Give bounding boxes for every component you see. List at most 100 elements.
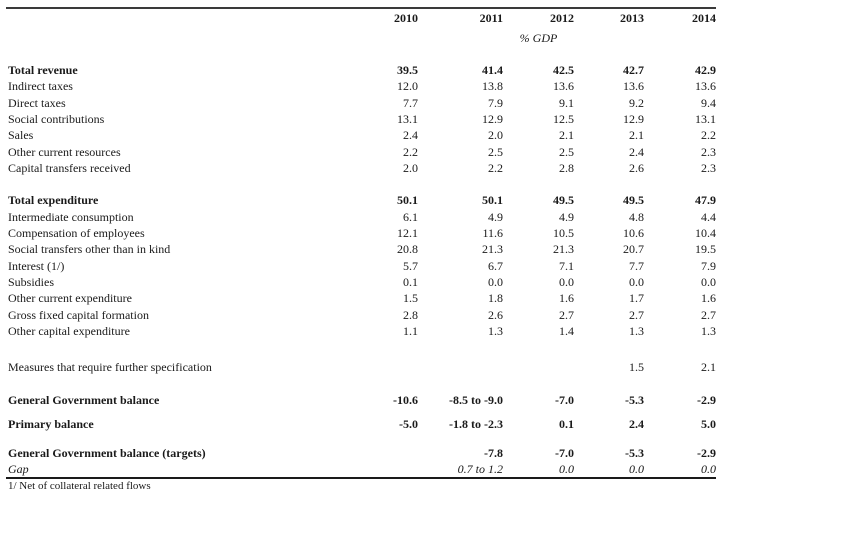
cell-2010: 6.1 [403,209,418,224]
table-row: Subsidies 0.1 0.0 0.0 0.0 0.0 [6,274,716,290]
cell-2012: 10.5 [553,226,574,241]
cell-2013: 42.7 [623,63,644,78]
cell-2013: 1.7 [629,291,644,306]
cell-2013: 13.6 [623,79,644,94]
cell-2014: -2.9 [697,446,716,461]
spacer-row [6,339,716,359]
fiscal-table: 2010 2011 2012 2013 2014 % GDP Total revenue… [6,7,716,479]
row-label: Direct taxes [8,95,66,110]
cell-2011 [418,359,503,375]
spacer-row [6,432,716,445]
row-label: Gap [8,462,29,477]
cell-2011: 2.6 [488,307,503,322]
cell-2010: 13.1 [397,112,418,127]
cell-2014: -2.9 [697,392,716,407]
row-label: Total revenue [8,63,78,78]
cell-2013: 10.6 [623,226,644,241]
cell-2010 [377,462,418,478]
cell-2010: 2.4 [403,128,418,143]
cell-2011: 7.9 [488,95,503,110]
cell-2014: 4.4 [701,209,716,224]
cell-2014: 13.1 [695,112,716,127]
year-header-2011: 2011 [479,11,503,25]
year-header-2012: 2012 [550,11,574,25]
row-label: Interest (1/) [8,258,65,273]
cell-2013: 0.0 [629,275,644,290]
cell-2011: 13.8 [482,79,503,94]
row-label: Primary balance [8,417,94,432]
cell-2014: 0.0 [701,462,716,477]
cell-2011: 6.7 [488,258,503,273]
cell-2011: 0.0 [488,275,503,290]
row-label: Capital transfers received [8,161,131,176]
row-label: Subsidies [8,275,55,290]
cell-2011: 2.0 [488,128,503,143]
row-label: Other capital expenditure [8,324,130,339]
cell-2011: 12.9 [482,112,503,127]
year-header-2013: 2013 [620,11,644,25]
cell-2013: 2.7 [629,307,644,322]
cell-2011: 1.8 [488,291,503,306]
header-label-spacer [6,8,377,27]
cell-2014: 5.0 [701,417,716,432]
row-label: Social transfers other than in kind [8,242,171,257]
cell-2011: 1.3 [488,324,503,339]
table-row: General Government balance (targets) -7.8… [6,445,716,461]
cell-2011: 4.9 [488,209,503,224]
cell-2011: 0.7 to 1.2 [457,462,503,477]
cell-2012: 2.7 [559,307,574,322]
cell-2011: 50.1 [482,193,503,208]
cell-2013: 1.5 [629,360,644,375]
cell-2013: -5.3 [625,446,644,461]
spacer-row [6,376,716,392]
cell-2014: 2.3 [701,161,716,176]
footnote: 1/ Net of collateral related flows [8,479,151,492]
row-label: Other current expenditure [8,291,132,306]
cell-2012: 21.3 [553,242,574,257]
cell-2014: 19.5 [695,242,716,257]
table-row: Measures that require further specificat… [6,359,716,375]
cell-2012: 0.1 [559,417,574,432]
cell-2010: 2.0 [403,161,418,176]
cell-2014: 13.6 [695,79,716,94]
cell-2010: 12.0 [397,79,418,94]
cell-2011: 11.6 [482,226,503,241]
year-header-2014: 2014 [692,11,716,25]
row-label: Social contributions [8,112,105,127]
cell-2013: 7.7 [629,258,644,273]
cell-2010: 50.1 [397,193,418,208]
row-label: Indirect taxes [8,79,73,94]
cell-2011: 2.5 [488,144,503,159]
cell-2012: 1.4 [559,324,574,339]
table-row: Indirect taxes 12.0 13.8 13.6 13.6 13.6 [6,78,716,94]
cell-2014: 1.6 [701,291,716,306]
cell-2013: 9.2 [629,95,644,110]
cell-2010: 1.1 [403,324,418,339]
unit-label: % GDP [519,31,558,45]
cell-2012: 4.9 [559,209,574,224]
cell-2010: -10.6 [393,392,418,407]
cell-2013: 2.1 [629,128,644,143]
table-row: Primary balance -5.0 -1.8 to -2.3 0.1 2.4 5.0 [6,416,716,432]
cell-2012: 0.0 [559,462,574,477]
cell-2012: -7.0 [555,392,574,407]
cell-2011: 21.3 [482,242,503,257]
table-row: Capital transfers received 2.0 2.2 2.8 2.6 2.… [6,160,716,176]
year-header-row: 2010 2011 2012 2013 2014 [6,8,716,27]
table-row: Intermediate consumption 6.1 4.9 4.9 4.8 4.4 [6,209,716,225]
cell-2012: 1.6 [559,291,574,306]
cell-2012: 7.1 [559,258,574,273]
cell-2014: 0.0 [701,275,716,290]
cell-2012: 42.5 [553,63,574,78]
cell-2014: 10.4 [695,226,716,241]
table-row: Total revenue 39.5 41.4 42.5 42.7 42.9 [6,62,716,78]
cell-2011: -7.8 [484,446,503,461]
row-label: Compensation of employees [8,226,145,241]
row-label: Measures that require further specificat… [8,360,212,375]
row-label: Gross fixed capital formation [8,307,149,322]
table-row: Other capital expenditure 1.1 1.3 1.4 1.3 1.3 [6,323,716,339]
table-row: Social transfers other than in kind 20.8 2… [6,241,716,257]
document-page: 2010 2011 2012 2013 2014 % GDP Total revenue… [0,7,851,533]
cell-2013: 0.0 [629,462,644,477]
cell-2010: 2.2 [403,144,418,159]
